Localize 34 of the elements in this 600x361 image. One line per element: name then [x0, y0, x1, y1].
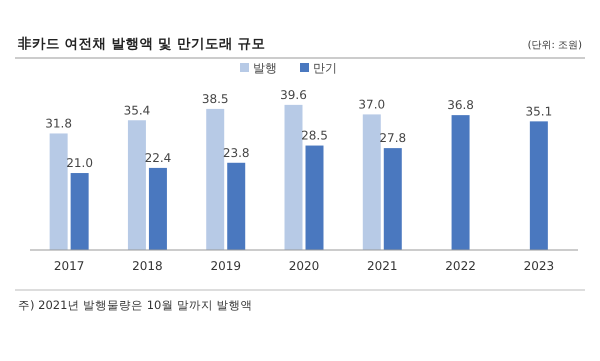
bar	[206, 108, 224, 250]
x-tick-label: 2018	[132, 259, 163, 273]
bar	[148, 168, 167, 250]
x-tick-label: 2022	[445, 259, 476, 273]
data-label: 37.0	[358, 97, 386, 112]
bar	[50, 133, 68, 250]
bar	[362, 114, 381, 250]
x-tick-label: 2019	[210, 259, 241, 273]
data-label: 28.5	[301, 128, 328, 143]
data-label: 36.8	[447, 98, 474, 112]
text: 주) 2021년 발행물량은 10월 말까지 발행액	[18, 298, 253, 312]
x-tick-label: 2017	[54, 259, 84, 273]
x-tick-label: 2021	[367, 259, 398, 273]
data-label: 35.4	[124, 103, 150, 118]
data-label: 31.8	[45, 116, 72, 130]
bar	[227, 162, 246, 250]
data-label: 22.4	[144, 150, 172, 165]
bar	[384, 148, 402, 250]
data-label: 23.8	[222, 146, 250, 160]
data-label: 38.5	[202, 92, 229, 106]
x-tick-label: 2023	[524, 259, 554, 273]
data-label: 39.6	[280, 88, 307, 102]
bar	[70, 173, 89, 250]
legend-label: 발행	[253, 61, 277, 75]
data-label: 21.0	[66, 156, 93, 170]
x-tick-label: 2020	[288, 259, 320, 273]
chart-subtitle: (단위: 조원)	[528, 40, 582, 51]
data-label: 35.1	[526, 104, 552, 118]
bar	[306, 146, 324, 250]
bar	[128, 120, 146, 250]
chart-title: 非카드 여전채 발행액 및 만기도래 규모	[17, 36, 266, 52]
data-label: 27.8	[379, 131, 406, 146]
bar	[284, 104, 302, 250]
legend-label: 만기	[313, 61, 337, 75]
